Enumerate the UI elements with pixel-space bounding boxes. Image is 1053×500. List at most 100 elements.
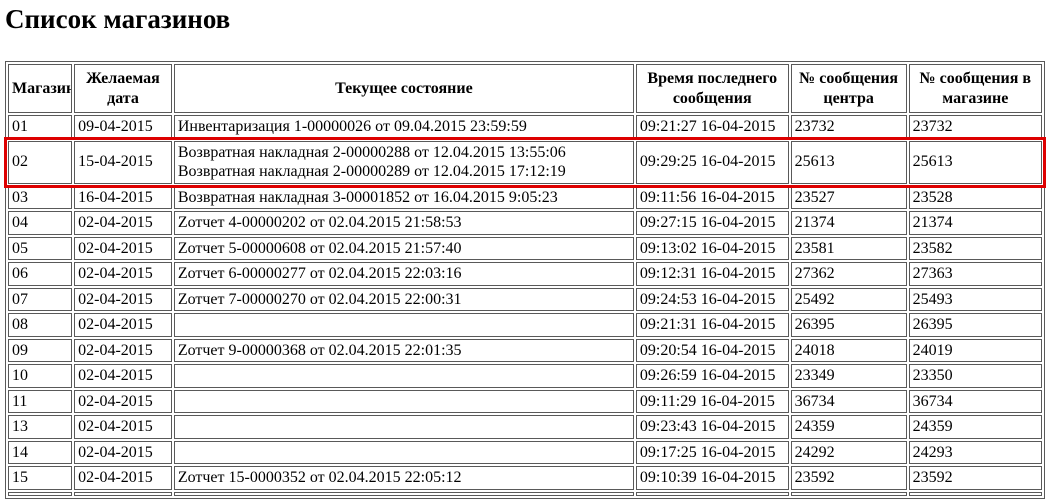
center-message-no-cell: 23349 xyxy=(790,364,907,388)
current-state-cell xyxy=(173,491,634,496)
store-id-cell: 15 xyxy=(8,466,73,490)
desired-date-cell: 02-04-2015 xyxy=(74,466,172,490)
store-message-no-cell: 27363 xyxy=(908,262,1042,286)
current-state-cell: Возвратная накладная 2-00000288 от 12.04… xyxy=(173,140,634,184)
store-message-no-cell: 24359 xyxy=(908,415,1042,439)
desired-date-cell: 15-04-2015 xyxy=(74,140,172,184)
column-header-last-time: Время последнего сообщения xyxy=(635,64,789,113)
last-message-time-cell: 09:27:15 16-04-2015 xyxy=(635,211,789,235)
table-row: 07 02-04-2015 Zотчет 7-00000270 от 02.04… xyxy=(8,287,1042,311)
store-id-cell: 02 xyxy=(8,140,73,184)
store-id-cell: 08 xyxy=(8,313,73,337)
column-header-store: Магазин xyxy=(8,64,73,113)
table-row: 08 02-04-2015 09:21:31 16-04-2015 26395 … xyxy=(8,313,1042,337)
store-id-cell: 09 xyxy=(8,338,73,362)
state-line: Возвратная накладная 2-00000288 от 12.04… xyxy=(177,143,566,161)
center-message-no-cell: 36734 xyxy=(790,389,907,413)
last-message-time-cell: 09:29:25 16-04-2015 xyxy=(635,140,789,184)
center-message-no-cell: 23581 xyxy=(790,236,907,260)
desired-date-cell: 02-04-2015 xyxy=(74,440,172,464)
desired-date-cell: 09-04-2015 xyxy=(74,115,172,139)
current-state-cell: Zотчет 6-00000277 от 02.04.2015 22:03:16 xyxy=(173,262,634,286)
store-message-no-cell: 26395 xyxy=(908,313,1042,337)
current-state-cell: Инвентаризация 1-00000026 от 09.04.2015 … xyxy=(173,115,634,139)
last-message-time-cell: 09:12:31 16-04-2015 xyxy=(635,262,789,286)
last-message-time-cell: 09:26:59 16-04-2015 xyxy=(635,364,789,388)
center-message-no-cell: 24018 xyxy=(790,338,907,362)
center-message-no-cell: 25492 xyxy=(790,287,907,311)
store-message-no-cell: 25613 xyxy=(908,140,1042,184)
table-row: 11 02-04-2015 09:11:29 16-04-2015 36734 … xyxy=(8,389,1042,413)
desired-date-cell: 02-04-2015 xyxy=(74,236,172,260)
store-message-no-cell xyxy=(908,491,1042,496)
store-id-cell: 01 xyxy=(8,115,73,139)
state-line: Инвентаризация 1-00000026 от 09.04.2015 … xyxy=(177,118,527,135)
table-row: 10 02-04-2015 09:26:59 16-04-2015 23349 … xyxy=(8,364,1042,388)
last-message-time-cell: 09:20:54 16-04-2015 xyxy=(635,338,789,362)
desired-date-cell: 16-04-2015 xyxy=(74,185,172,209)
store-table-header: Магазин Желаемая дата Текущее состояние … xyxy=(8,64,1042,113)
last-message-time-cell xyxy=(635,491,789,496)
column-header-desired-date: Желаемая дата xyxy=(74,64,172,113)
state-line: Zотчет 6-00000277 от 02.04.2015 22:03:16 xyxy=(177,265,462,282)
store-id-cell: 03 xyxy=(8,185,73,209)
current-state-cell xyxy=(173,389,634,413)
current-state-cell xyxy=(173,364,634,388)
last-message-time-cell: 09:21:31 16-04-2015 xyxy=(635,313,789,337)
table-row: 13 02-04-2015 09:23:43 16-04-2015 24359 … xyxy=(8,415,1042,439)
desired-date-cell: 02-04-2015 xyxy=(74,211,172,235)
table-row: 09 02-04-2015 Zотчет 9-00000368 от 02.04… xyxy=(8,338,1042,362)
center-message-no-cell xyxy=(790,491,907,496)
page-title: Список магазинов xyxy=(5,4,231,34)
desired-date-cell: 02-04-2015 xyxy=(74,313,172,337)
center-message-no-cell: 23527 xyxy=(790,185,907,209)
store-message-no-cell: 23592 xyxy=(908,466,1042,490)
store-message-no-cell: 24019 xyxy=(908,338,1042,362)
table-row: 14 02-04-2015 09:17:25 16-04-2015 24292 … xyxy=(8,440,1042,464)
current-state-cell: Zотчет 15-0000352 от 02.04.2015 22:05:12 xyxy=(173,466,634,490)
table-row: 06 02-04-2015 Zотчет 6-00000277 от 02.04… xyxy=(8,262,1042,286)
desired-date-cell: 02-04-2015 xyxy=(74,262,172,286)
header-row: Магазин Желаемая дата Текущее состояние … xyxy=(8,64,1042,113)
store-id-cell xyxy=(8,491,73,496)
state-line: Возвратная накладная 2-00000289 от 12.04… xyxy=(177,163,566,180)
state-line: Zотчет 5-00000608 от 02.04.2015 21:57:40 xyxy=(177,239,462,257)
store-id-cell: 10 xyxy=(8,364,73,388)
current-state-cell: Zотчет 5-00000608 от 02.04.2015 21:57:40 xyxy=(173,236,634,260)
state-line: Zотчет 15-0000352 от 02.04.2015 22:05:12 xyxy=(177,469,462,486)
store-message-no-cell: 21374 xyxy=(908,211,1042,235)
store-id-cell: 11 xyxy=(8,389,73,413)
store-id-cell: 04 xyxy=(8,211,73,235)
table-row: 05 02-04-2015 Zотчет 5-00000608 от 02.04… xyxy=(8,236,1042,260)
table-row: 01 09-04-2015 Инвентаризация 1-00000026 … xyxy=(8,115,1042,139)
last-message-time-cell: 09:21:27 16-04-2015 xyxy=(635,115,789,139)
store-id-cell: 05 xyxy=(8,236,73,260)
store-id-cell: 07 xyxy=(8,287,73,311)
column-header-store-no: № сообщения в магазине xyxy=(908,64,1042,113)
center-message-no-cell: 25613 xyxy=(790,140,907,184)
center-message-no-cell: 27362 xyxy=(790,262,907,286)
store-table: Магазин Желаемая дата Текущее состояние … xyxy=(4,61,1046,499)
last-message-time-cell: 09:24:53 16-04-2015 xyxy=(635,287,789,311)
store-message-no-cell: 23732 xyxy=(908,115,1042,139)
desired-date-cell: 02-04-2015 xyxy=(74,389,172,413)
store-id-cell: 14 xyxy=(8,440,73,464)
last-message-time-cell: 09:13:02 16-04-2015 xyxy=(635,236,789,260)
current-state-cell xyxy=(173,415,634,439)
store-id-cell: 06 xyxy=(8,262,73,286)
desired-date-cell: 02-04-2015 xyxy=(74,287,172,311)
table-row: 03 16-04-2015 Возвратная накладная 3-000… xyxy=(8,185,1042,209)
center-message-no-cell: 24292 xyxy=(790,440,907,464)
state-line: Zотчет 4-00000202 от 02.04.2015 21:58:53 xyxy=(177,214,462,231)
current-state-cell: Zотчет 9-00000368 от 02.04.2015 22:01:35 xyxy=(173,338,634,362)
last-message-time-cell: 09:17:25 16-04-2015 xyxy=(635,440,789,464)
center-message-no-cell: 24359 xyxy=(790,415,907,439)
center-message-no-cell: 23732 xyxy=(790,115,907,139)
desired-date-cell: 02-04-2015 xyxy=(74,415,172,439)
store-message-no-cell: 23528 xyxy=(908,185,1042,209)
store-message-no-cell: 36734 xyxy=(908,389,1042,413)
store-message-no-cell: 25493 xyxy=(908,287,1042,311)
desired-date-cell: 02-04-2015 xyxy=(74,338,172,362)
desired-date-cell: 02-04-2015 xyxy=(74,364,172,388)
